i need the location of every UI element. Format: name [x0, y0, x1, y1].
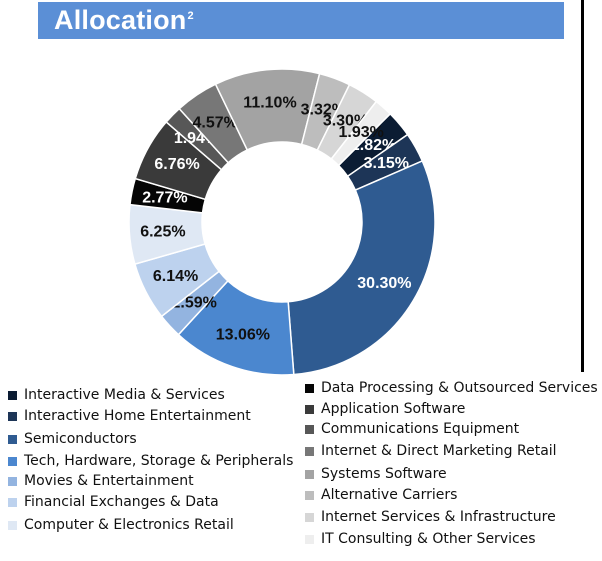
legend-swatch	[305, 424, 314, 434]
legend-swatch	[8, 497, 17, 507]
slice-value-label: 6.76%	[154, 156, 199, 173]
legend-swatch	[8, 390, 17, 400]
slice-value-label: 6.14%	[153, 268, 198, 285]
title-footnote-marker: 2	[187, 10, 194, 22]
legend-swatch	[8, 476, 17, 486]
slice-value-label: 6.25%	[140, 223, 185, 240]
legend-label: Internet Services & Infrastructure	[321, 509, 556, 525]
legend-label: Interactive Media & Services	[24, 387, 225, 403]
legend-entry: Interactive Media & Services	[8, 387, 225, 403]
divider-line	[581, 0, 584, 372]
donut-slice	[287, 159, 436, 376]
slice-value-label: 4.57%	[193, 114, 238, 131]
slice-value-label: 3.30%	[323, 112, 368, 129]
legend-swatch	[305, 469, 314, 479]
legend-label: Data Processing & Outsourced Services	[321, 380, 598, 396]
legend-entry: Interactive Home Entertainment	[8, 408, 251, 424]
slice-value-label: 1.93%	[339, 124, 384, 141]
legend-label: Systems Software	[321, 466, 447, 482]
legend-swatch	[8, 456, 17, 466]
chart-title: Allocation2	[54, 5, 194, 35]
legend-label: Internet & Direct Marketing Retail	[321, 443, 557, 459]
legend-entry: Financial Exchanges & Data	[8, 494, 219, 510]
legend-entry: Computer & Electronics Retail	[8, 517, 234, 533]
slice-value-label: 3.15%	[364, 155, 409, 172]
legend-swatch	[305, 534, 314, 544]
legend-label: Tech, Hardware, Storage & Peripherals	[24, 453, 294, 469]
legend-label: Application Software	[321, 401, 466, 417]
legend-swatch	[305, 490, 314, 500]
legend-entry: Data Processing & Outsourced Services	[305, 380, 598, 396]
slice-value-label: 2.77%	[142, 190, 187, 207]
legend-entry: Internet & Direct Marketing Retail	[305, 443, 557, 459]
legend-entry: Alternative Carriers	[305, 487, 457, 503]
legend-swatch	[305, 446, 314, 456]
slice-value-label: 30.30%	[357, 275, 411, 292]
legend-swatch	[8, 434, 17, 444]
legend-entry: Systems Software	[305, 466, 447, 482]
legend-label: IT Consulting & Other Services	[321, 531, 536, 547]
legend-swatch	[305, 404, 314, 414]
legend-entry: Application Software	[305, 401, 465, 417]
legend-entry: Movies & Entertainment	[8, 473, 194, 489]
chart-header-bar: Allocation2	[38, 2, 564, 39]
legend-label: Alternative Carriers	[321, 487, 458, 503]
slice-value-label: 11.10%	[243, 95, 296, 112]
legend-entry: IT Consulting & Other Services	[305, 531, 536, 547]
legend-entry: Internet Services & Infrastructure	[305, 509, 556, 525]
legend-label: Financial Exchanges & Data	[24, 494, 219, 510]
legend-entry: Semiconductors	[8, 431, 137, 447]
legend-swatch	[305, 512, 314, 522]
slice-value-label: 13.06%	[216, 326, 270, 343]
legend-swatch	[8, 520, 17, 530]
legend-swatch	[8, 411, 17, 421]
legend-label: Semiconductors	[24, 431, 137, 447]
legend-entry: Communications Equipment	[305, 421, 519, 437]
legend-label: Computer & Electronics Retail	[24, 517, 234, 533]
legend-swatch	[305, 383, 314, 393]
legend-entry: Tech, Hardware, Storage & Peripherals	[8, 453, 293, 469]
donut-slice	[330, 100, 392, 167]
legend-label: Movies & Entertainment	[24, 473, 194, 489]
legend-label: Communications Equipment	[321, 421, 520, 437]
legend-label: Interactive Home Entertainment	[24, 408, 251, 424]
